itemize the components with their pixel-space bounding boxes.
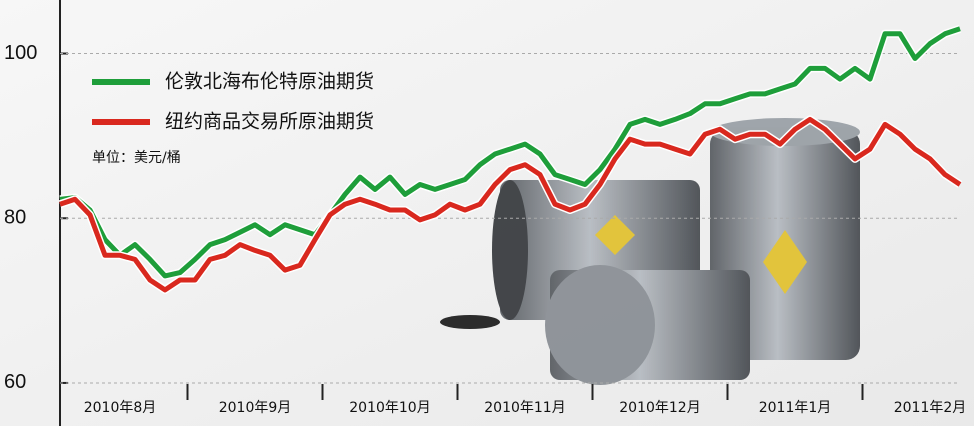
legend-label: 伦敦北海布伦特原油期货 bbox=[165, 71, 374, 93]
x-tick-label: 2010年9月 bbox=[219, 400, 292, 416]
legend-label: 纽约商品交易所原油期货 bbox=[165, 111, 374, 133]
x-tick-label: 2010年8月 bbox=[84, 400, 157, 416]
unit-label: 单位：美元/桶 bbox=[92, 150, 181, 166]
y-tick-label: 100 bbox=[4, 42, 37, 64]
y-tick-label: 60 bbox=[4, 371, 26, 393]
x-tick-label: 2010年12月 bbox=[619, 400, 700, 416]
x-tick-label: 2010年10月 bbox=[349, 400, 430, 416]
x-tick-label: 2010年11月 bbox=[484, 400, 565, 416]
y-tick-label: 80 bbox=[4, 207, 26, 229]
x-tick-label: 2011年2月 bbox=[894, 400, 967, 416]
x-tick-label: 2011年1月 bbox=[759, 400, 832, 416]
chart: 60 80 100 2010年8月 2010年9月 2010年10月 2010年11月 201… bbox=[0, 0, 974, 426]
